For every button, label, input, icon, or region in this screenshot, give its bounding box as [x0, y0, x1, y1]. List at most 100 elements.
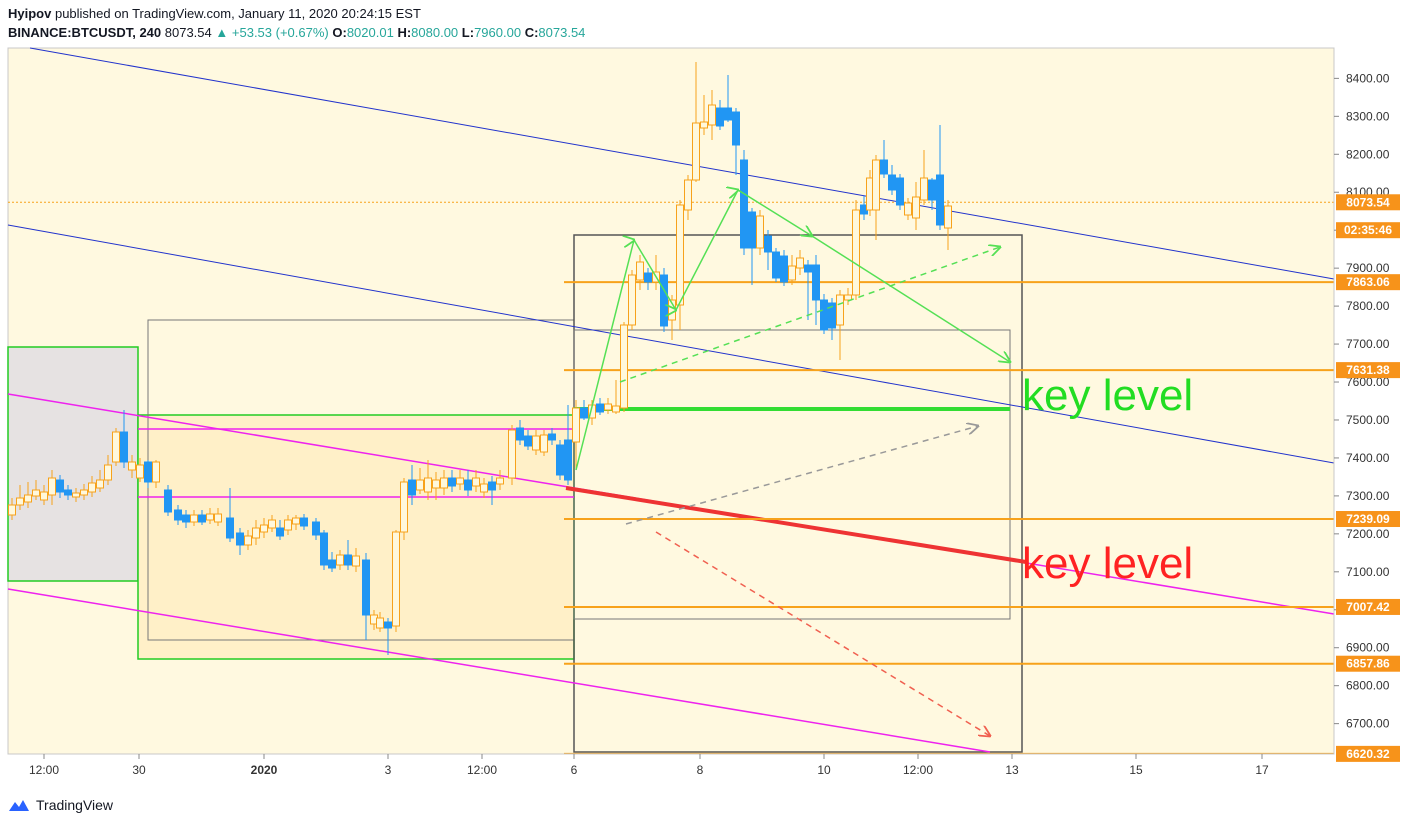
x-tick-label: 17: [1255, 763, 1269, 777]
candle-body: [676, 204, 684, 306]
candle-body: [292, 517, 300, 525]
candle-body: [852, 209, 860, 296]
candle-body: [104, 464, 112, 481]
candle-body: [612, 405, 620, 413]
candle-body: [276, 527, 284, 537]
candle-body: [432, 479, 440, 489]
tradingview-logo-icon: [9, 800, 29, 811]
candle-body: [456, 477, 464, 485]
candle-body: [384, 621, 392, 629]
price-chart[interactable]: key level key level 6700.00 6800.00 6900.00 7…: [0, 0, 1416, 790]
candle-body: [920, 177, 928, 201]
candle-body: [440, 477, 448, 489]
x-tick-label: 12:00: [467, 763, 497, 777]
candle-body: [416, 479, 424, 491]
symbol-name[interactable]: BINANCE:BTCUSDT, 240: [8, 25, 162, 40]
candle-body: [564, 439, 572, 481]
y-tick-label: 8200.00: [1346, 147, 1390, 161]
candle-body: [424, 477, 432, 493]
candle-body: [260, 524, 268, 533]
candle-body: [804, 264, 812, 273]
y-tick-label: 8400.00: [1346, 71, 1390, 85]
bullish-dashed-arrow: [619, 247, 1000, 383]
candle-body: [496, 477, 504, 485]
low-label: L:: [461, 25, 475, 40]
price-axis-background: [1334, 48, 1416, 754]
candle-body: [376, 617, 384, 629]
candle-body: [320, 532, 328, 566]
x-tick-label: 8: [697, 763, 704, 777]
candle-body: [540, 434, 548, 453]
publisher-name[interactable]: Hyipov: [8, 6, 52, 21]
y-tick-label: 6700.00: [1346, 717, 1390, 731]
candle-body: [152, 461, 160, 483]
candle-body: [556, 444, 564, 476]
candle-body: [464, 479, 472, 491]
candle-body: [144, 461, 152, 483]
candle-body: [284, 519, 292, 531]
y-tick-label: 7300.00: [1346, 489, 1390, 503]
candle-body: [872, 159, 880, 211]
high-value: 8080.00: [411, 25, 459, 40]
candle-body: [136, 464, 144, 479]
candle-body: [772, 251, 780, 279]
candle-body: [780, 255, 788, 283]
candle-body: [80, 489, 88, 496]
candle-body: [336, 554, 344, 566]
low-value: 7960.00: [474, 25, 522, 40]
candle-body: [112, 431, 120, 463]
candle-body: [300, 517, 308, 527]
candle-body: [128, 461, 136, 471]
candle-body: [716, 107, 724, 127]
price-label-text: 7631.38: [1346, 363, 1390, 377]
candle-body: [88, 482, 96, 493]
candle-body: [836, 294, 844, 326]
price-label-badge: [1336, 222, 1400, 239]
y-tick-label: 7200.00: [1346, 527, 1390, 541]
time-axis-background: [8, 754, 1334, 784]
candle-body: [660, 274, 668, 327]
x-tick-label: 3: [385, 763, 392, 777]
candle-body: [936, 174, 944, 226]
x-tick-label: 6: [571, 763, 578, 777]
candle-body: [244, 535, 252, 546]
candle-body: [328, 559, 336, 569]
x-tick-label: 2020: [251, 763, 278, 777]
y-tick-label: 7600.00: [1346, 375, 1390, 389]
candle-body: [24, 494, 32, 503]
candle-body: [740, 159, 748, 249]
close-value: 8073.54: [538, 25, 586, 40]
trend-channel-upper: [29, 47, 1335, 280]
candle-body: [72, 492, 80, 498]
price-label-badge: [1336, 274, 1400, 291]
footer-brand[interactable]: TradingView: [8, 797, 113, 813]
price-label-badge: [1336, 362, 1400, 379]
candle-body: [904, 202, 912, 216]
key-level-annotation: key level: [1022, 539, 1193, 588]
candle-body: [548, 433, 556, 441]
price-label-badge: [1336, 745, 1400, 762]
candle-body: [312, 521, 320, 536]
candle-body: [636, 261, 644, 281]
bullish-projection-path: [575, 190, 1010, 471]
candle-body: [644, 272, 652, 283]
candle-body: [756, 215, 764, 249]
open-value: 8020.01: [346, 25, 394, 40]
candle-body: [692, 122, 700, 181]
candle-body: [788, 265, 796, 281]
candle-body: [796, 257, 804, 269]
price-label-text: 02:35:46: [1344, 223, 1392, 237]
candle-body: [912, 196, 920, 219]
candle-body: [268, 519, 276, 529]
published-text: published on TradingView.com, January 11…: [54, 6, 421, 21]
candle-body: [620, 324, 628, 409]
y-tick-label: 7700.00: [1346, 337, 1390, 351]
candle-body: [206, 513, 214, 521]
y-tick-label: 7500.00: [1346, 413, 1390, 427]
candle-body: [812, 264, 820, 301]
price-label-badge: [1336, 194, 1400, 211]
candle-body: [532, 435, 540, 451]
candle-body: [226, 517, 234, 539]
candle-body: [344, 554, 352, 566]
candle-body: [64, 489, 72, 496]
